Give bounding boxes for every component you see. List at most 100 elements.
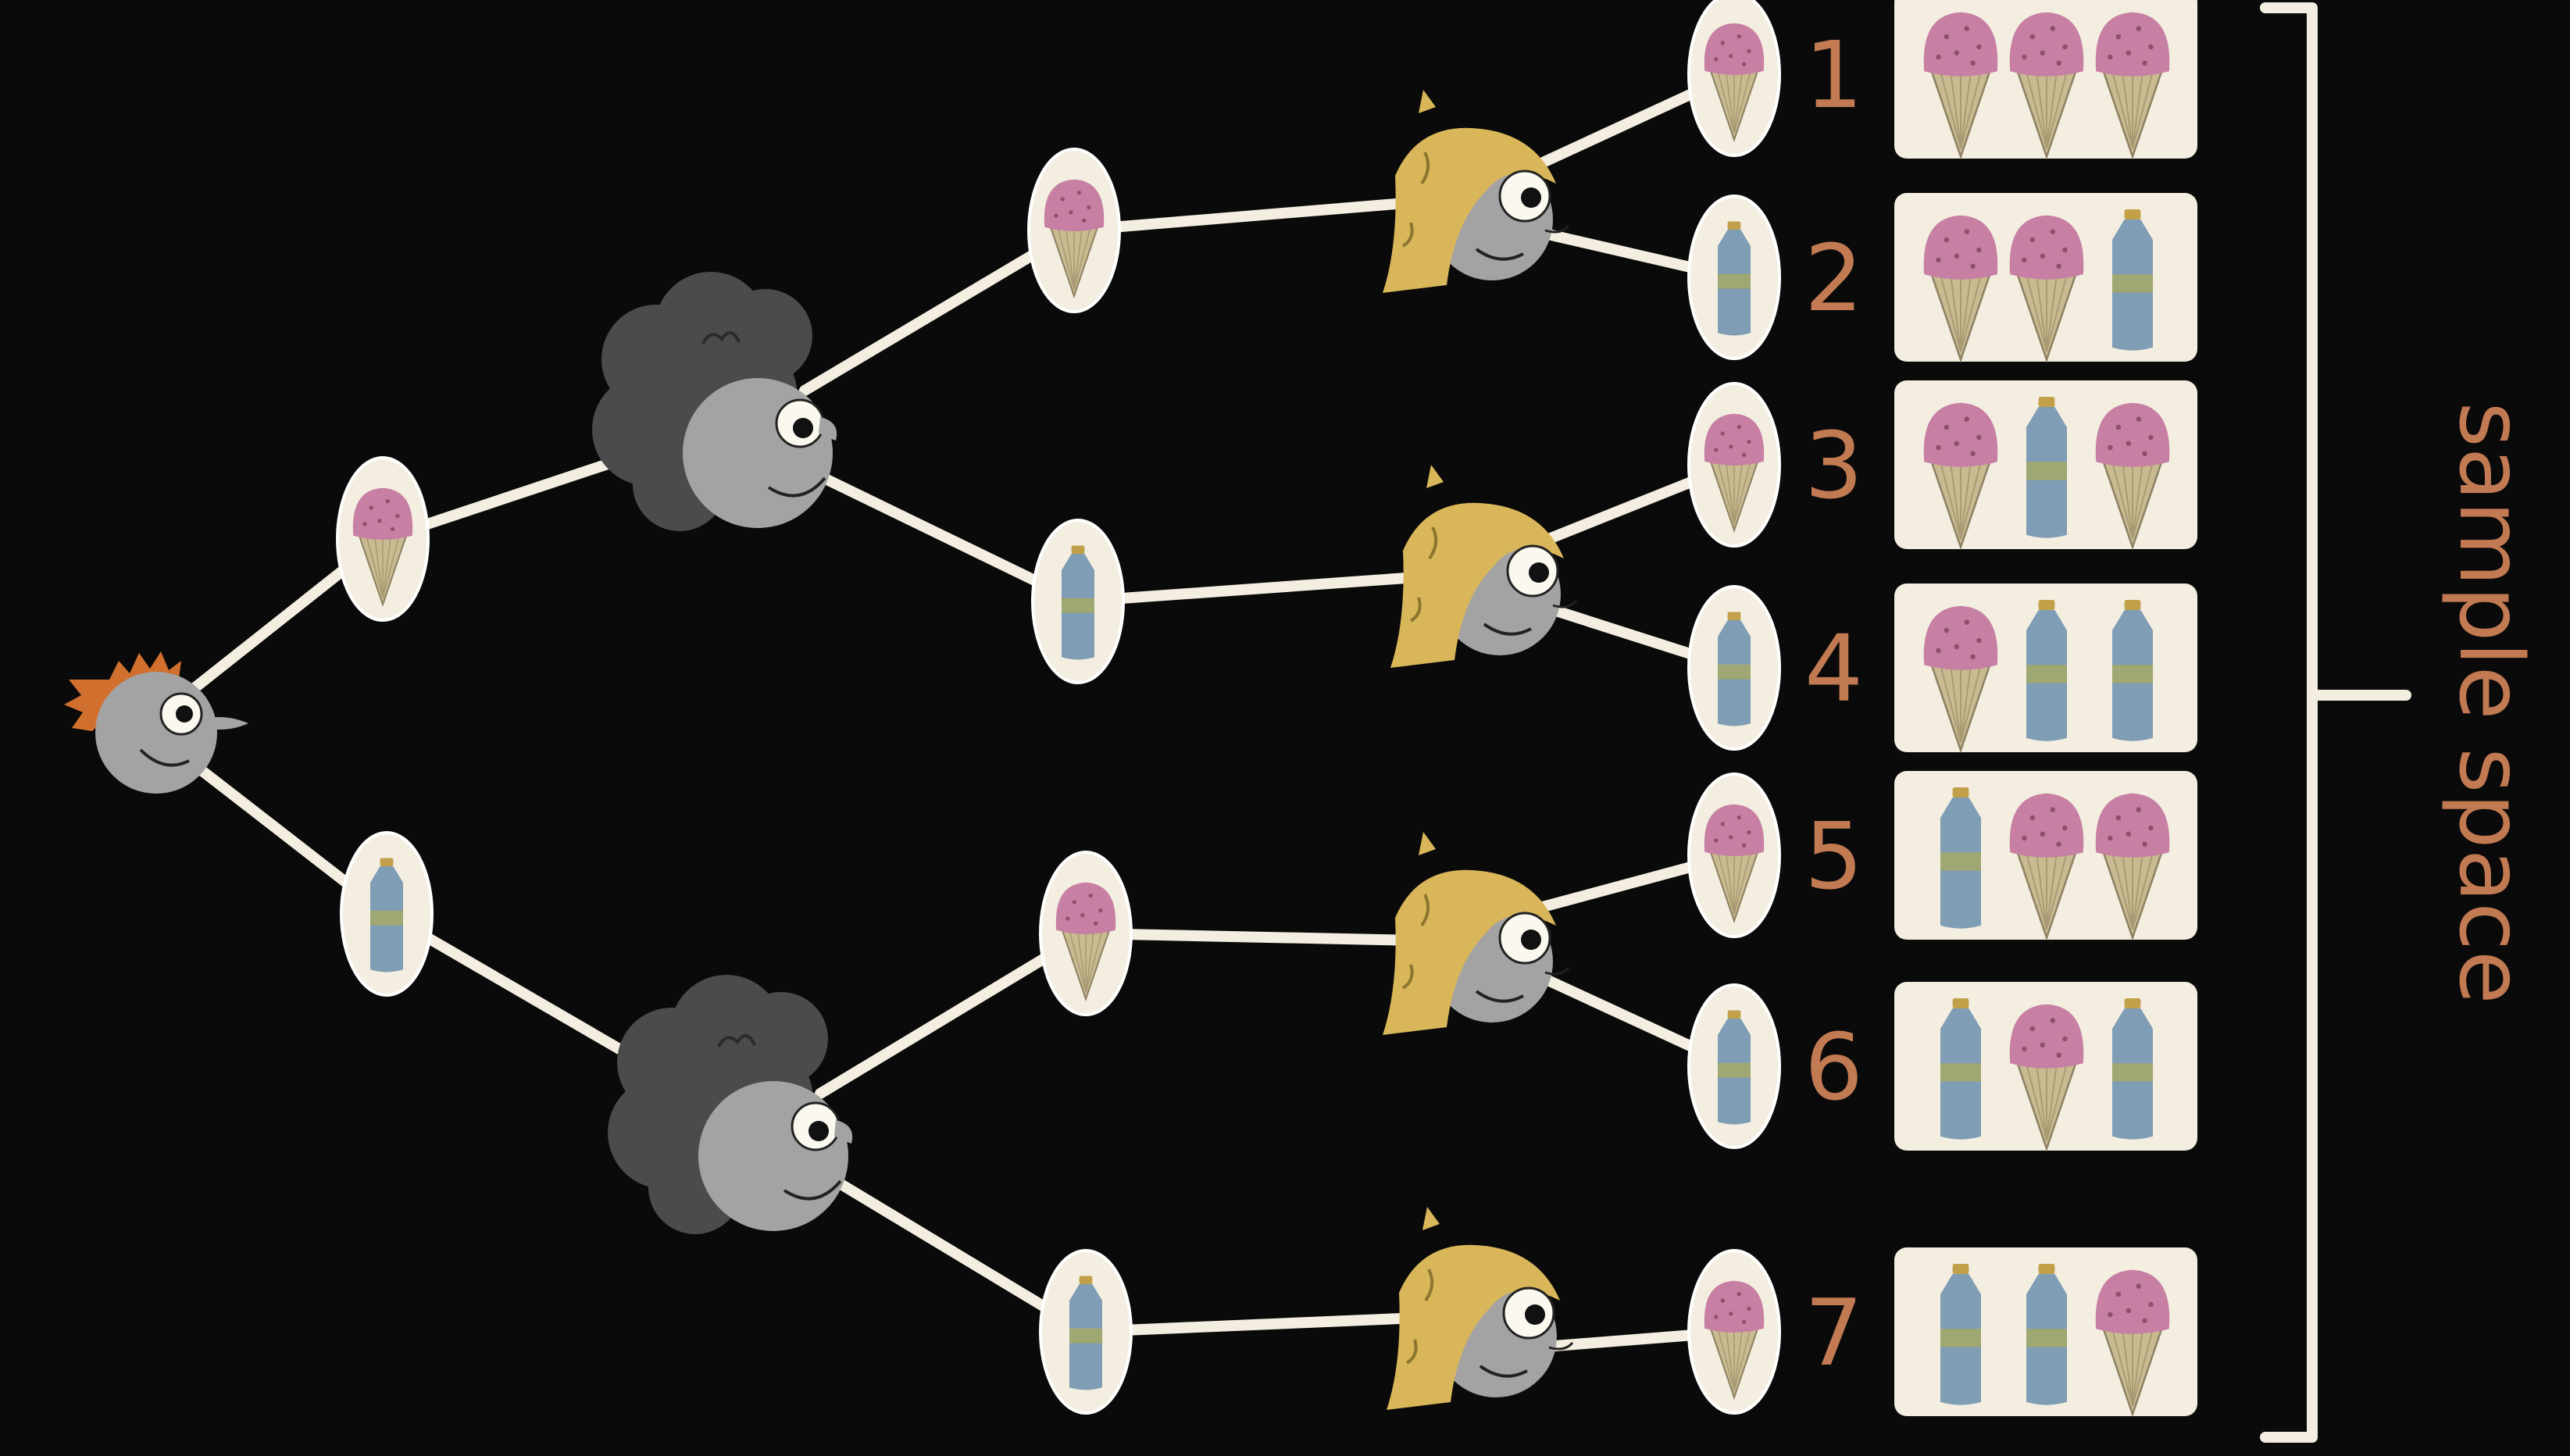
- scoop: [2009, 215, 2084, 280]
- scoop: [2095, 793, 2170, 858]
- outcome-number: 3: [1804, 412, 1863, 519]
- scoop: [1923, 215, 1998, 280]
- leaf-choice-node: [1687, 194, 1781, 360]
- bottle-cap: [1952, 1264, 1969, 1274]
- outcome-number: 1: [1804, 21, 1863, 129]
- bottle-cap: [2124, 600, 2141, 610]
- scoop: [1704, 413, 1765, 466]
- outcome-rows: 1 2 3 4 5 6 7: [1687, 0, 2197, 1418]
- sample-space-brace: [2260, 2, 2411, 1443]
- bottle-cap: [2124, 209, 2141, 219]
- tree-edge: [1073, 569, 1466, 607]
- person-heads: [64, 90, 1578, 1410]
- outcome-card: [1894, 1247, 2197, 1418]
- water-bottle-icon: [2112, 998, 2153, 1140]
- water-bottle-icon: [1940, 998, 1981, 1140]
- tree-edge: [1069, 194, 1458, 236]
- bottle-cap: [1079, 1276, 1093, 1284]
- bottle-label: [2026, 462, 2067, 480]
- hair: [1387, 1244, 1560, 1410]
- outcome-card: [1894, 583, 2197, 754]
- bottle-cap: [2038, 600, 2055, 610]
- bottle-label: [2112, 1063, 2153, 1082]
- ice-cream-icon: [2095, 402, 2170, 551]
- bottle-label: [1718, 1062, 1751, 1078]
- scoop: [1704, 23, 1765, 75]
- water-bottle-icon: [1940, 787, 1981, 929]
- bottle-label: [1940, 1063, 1981, 1082]
- blond-child-head: [1390, 465, 1578, 668]
- face: [683, 378, 833, 528]
- blond-child-head: [1387, 1207, 1574, 1410]
- bottle-label: [2112, 274, 2153, 293]
- blond-child-head: [1383, 90, 1570, 293]
- red-haired-child-head: [64, 651, 248, 794]
- ice-cream-icon: [2009, 215, 2084, 363]
- outcome-card: [1894, 982, 2197, 1152]
- scoop: [2009, 12, 2084, 77]
- outcome-card: [1894, 0, 2197, 160]
- tree-edge: [1080, 928, 1458, 947]
- leaf-choice-node: [1687, 0, 1781, 157]
- water-bottle-icon: [2112, 209, 2153, 351]
- curly-haired-child-head: [592, 272, 837, 531]
- scoop: [1704, 804, 1765, 856]
- bottle-label: [1718, 273, 1751, 289]
- bottle-cap: [1727, 1010, 1741, 1019]
- leaf-choice-node: [1687, 1249, 1781, 1415]
- bottle-label: [2112, 665, 2153, 683]
- scoop: [1055, 882, 1116, 934]
- outcome-row: 4: [1687, 583, 2197, 754]
- scoop: [2009, 793, 2084, 858]
- choice-nodes: [336, 148, 1133, 1415]
- ice-cream-icon: [2095, 793, 2170, 941]
- tree-edge: [799, 225, 1080, 396]
- leaf-choice-node: [1687, 773, 1781, 938]
- water-bottle-icon: [2112, 600, 2153, 741]
- nose: [203, 717, 248, 730]
- ice-cream-icon: [1923, 215, 1998, 363]
- scoop: [1044, 179, 1105, 231]
- scoop: [1923, 12, 1998, 77]
- bottle-label: [370, 910, 403, 926]
- bottle-label: [2026, 1329, 2067, 1347]
- blond-child-head: [1383, 832, 1570, 1035]
- ice-cream-icon: [2009, 1004, 2084, 1152]
- bottle-label: [1940, 1329, 1981, 1347]
- water-bottle-icon: [1940, 1264, 1981, 1405]
- tree-edge: [799, 463, 1083, 607]
- bottle-cap: [1727, 612, 1741, 620]
- scoop: [1923, 605, 1998, 670]
- ice-cream-icon: [1923, 12, 1998, 160]
- scoop: [1704, 1280, 1765, 1333]
- ice-cream-icon: [2009, 12, 2084, 160]
- outcome-card: [1894, 771, 2197, 941]
- water-bottle-choice-node: [1039, 1249, 1133, 1415]
- scoop: [2095, 402, 2170, 467]
- bottle-label: [2026, 665, 2067, 683]
- outcome-number: 4: [1804, 615, 1863, 723]
- scoop: [2009, 1004, 2084, 1069]
- scoop: [1923, 402, 1998, 467]
- tree-edge: [1080, 1311, 1462, 1337]
- hair: [1383, 127, 1556, 293]
- scoop: [2095, 12, 2170, 77]
- outcome-card: [1894, 380, 2197, 551]
- ice-cream-icon: [1923, 402, 1998, 551]
- ice-cream-choice-node: [1039, 851, 1133, 1016]
- sample-space-label: sample space: [2440, 401, 2541, 1004]
- outcome-row: 3: [1687, 380, 2197, 551]
- water-bottle-icon: [2026, 397, 2067, 538]
- ice-cream-choice-node: [1027, 148, 1121, 313]
- outcome-row: 2: [1687, 193, 2197, 363]
- outcome-row: 5: [1687, 771, 2197, 941]
- bottle-cap: [1952, 787, 1969, 798]
- bottle-cap: [1071, 545, 1085, 554]
- water-bottle-choice-node: [1031, 519, 1125, 684]
- bottle-cap: [1952, 998, 1969, 1008]
- outcome-row: 7: [1687, 1247, 2197, 1418]
- scoop: [2095, 1269, 2170, 1334]
- curly-haired-child-head: [608, 975, 853, 1234]
- leaf-choice-node: [1687, 983, 1781, 1149]
